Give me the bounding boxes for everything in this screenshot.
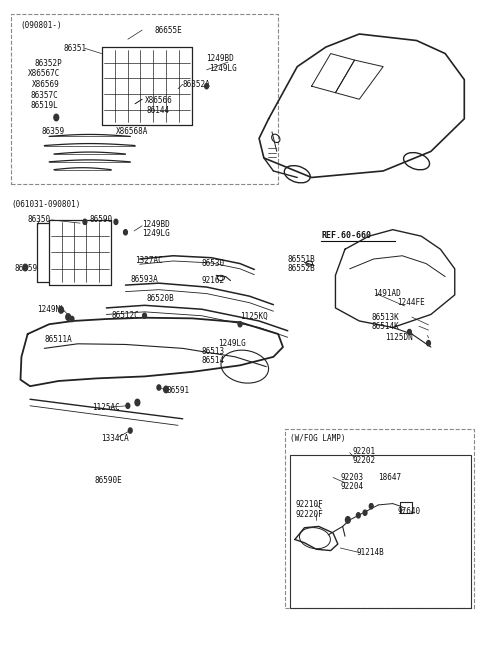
Text: 1249NL: 1249NL	[37, 305, 65, 314]
Text: 1249LG: 1249LG	[142, 229, 170, 238]
Text: X86567C: X86567C	[28, 69, 60, 79]
Text: 86590: 86590	[90, 215, 113, 225]
Text: 1125DN: 1125DN	[385, 333, 413, 342]
Text: 92162: 92162	[202, 276, 225, 285]
Text: 86520B: 86520B	[147, 293, 175, 303]
Circle shape	[357, 513, 360, 518]
Circle shape	[66, 314, 71, 320]
Text: 86514K: 86514K	[371, 322, 399, 331]
Text: (W/FOG LAMP): (W/FOG LAMP)	[290, 434, 346, 443]
Text: 86593A: 86593A	[130, 275, 158, 284]
Text: 86551B: 86551B	[288, 255, 315, 263]
Circle shape	[164, 386, 168, 393]
Circle shape	[123, 230, 127, 235]
Bar	[285, 428, 474, 608]
Text: 86512C: 86512C	[111, 311, 139, 320]
Text: 97640: 97640	[397, 507, 420, 516]
Text: 86350: 86350	[28, 215, 51, 225]
Circle shape	[427, 341, 431, 346]
Text: 86352P: 86352P	[35, 59, 62, 68]
Text: 1249LG: 1249LG	[209, 64, 237, 73]
Text: 1334CA: 1334CA	[102, 434, 129, 443]
Text: 92202: 92202	[352, 456, 375, 465]
Text: 86655E: 86655E	[154, 26, 182, 35]
Text: 86513: 86513	[202, 347, 225, 356]
Text: 1249BD: 1249BD	[206, 54, 234, 64]
Circle shape	[346, 517, 350, 523]
Text: X86568A: X86568A	[116, 127, 148, 136]
Text: 86359: 86359	[42, 127, 65, 136]
Circle shape	[54, 114, 59, 121]
Text: (061031-090801): (061031-090801)	[11, 200, 80, 210]
Circle shape	[128, 428, 132, 433]
Text: 92203: 92203	[340, 473, 363, 482]
Circle shape	[157, 385, 161, 390]
Text: 1244FE: 1244FE	[397, 298, 425, 307]
Text: 1327AC: 1327AC	[135, 257, 163, 265]
Text: 86590E: 86590E	[95, 476, 122, 485]
Circle shape	[204, 84, 208, 89]
Circle shape	[83, 219, 87, 225]
Text: 92201: 92201	[352, 447, 375, 456]
Circle shape	[126, 403, 130, 408]
Text: 1125KQ: 1125KQ	[240, 312, 268, 321]
Circle shape	[238, 322, 242, 327]
Text: X86569: X86569	[33, 81, 60, 89]
Text: 1249BD: 1249BD	[142, 220, 170, 229]
Circle shape	[143, 313, 146, 318]
Text: 92204: 92204	[340, 482, 363, 491]
Text: 1491AD: 1491AD	[373, 289, 401, 298]
Text: 86359: 86359	[14, 265, 37, 273]
Bar	[290, 455, 471, 608]
Text: 86357C: 86357C	[30, 91, 58, 100]
Text: 1249LG: 1249LG	[218, 339, 246, 348]
Text: 1125AC: 1125AC	[92, 403, 120, 411]
Text: 86144: 86144	[147, 106, 170, 115]
Text: 86351: 86351	[63, 44, 86, 53]
Circle shape	[59, 307, 63, 313]
Text: (090801-): (090801-)	[21, 21, 62, 30]
Text: 18647: 18647	[378, 473, 401, 482]
Text: 86552B: 86552B	[288, 264, 315, 272]
Bar	[11, 14, 278, 184]
Text: 86513K: 86513K	[371, 312, 399, 322]
Text: 86530: 86530	[202, 259, 225, 268]
Text: 86511A: 86511A	[44, 335, 72, 344]
Text: 86514: 86514	[202, 356, 225, 365]
Text: 91214B: 91214B	[357, 548, 384, 557]
Text: 92210F: 92210F	[296, 500, 324, 510]
Circle shape	[369, 504, 373, 509]
Circle shape	[70, 316, 74, 322]
Text: 86519L: 86519L	[30, 102, 58, 110]
Circle shape	[114, 219, 118, 225]
Text: REF.60-660: REF.60-660	[321, 231, 371, 240]
Text: 86591: 86591	[166, 386, 189, 394]
Text: X86566: X86566	[144, 96, 172, 105]
Circle shape	[363, 510, 367, 515]
Text: 92220F: 92220F	[296, 510, 324, 519]
Circle shape	[23, 264, 28, 271]
Circle shape	[135, 400, 140, 405]
Circle shape	[408, 329, 411, 335]
Text: 86352A: 86352A	[183, 80, 211, 88]
